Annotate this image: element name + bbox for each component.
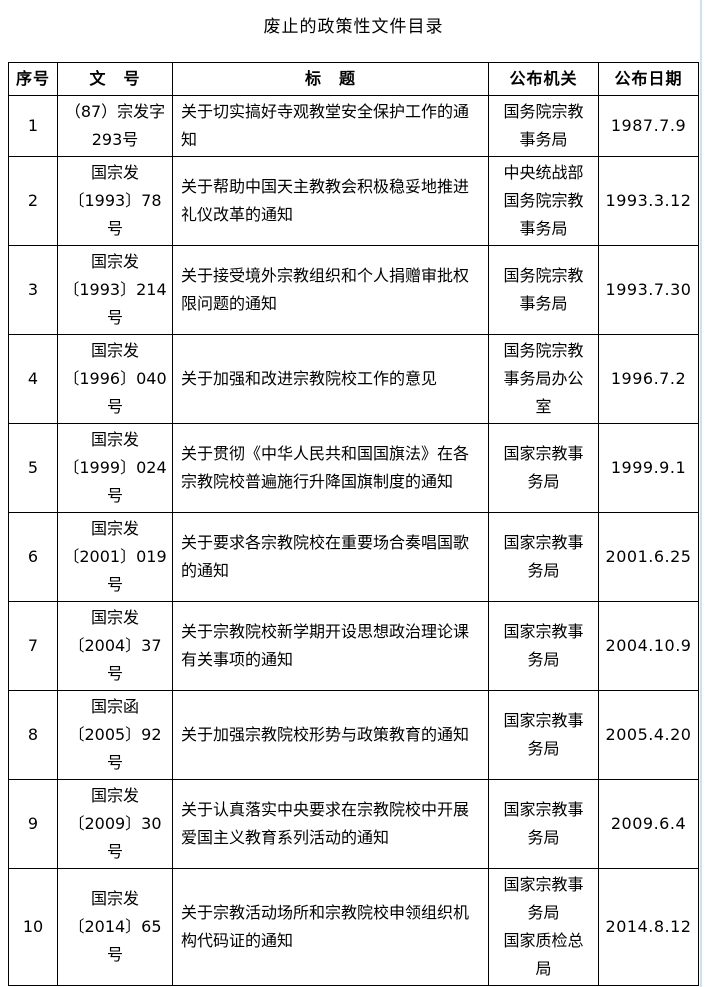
serial-number-cell: 4 (8, 334, 58, 424)
agency-cell: 国家宗教事 务局 (488, 779, 599, 869)
serial-number-cell: 5 (8, 423, 58, 513)
serial-number-cell: 9 (8, 779, 58, 869)
table-row: 5 国宗发 〔1999〕024 号 关于贯彻《中华人民共和国国旗法》在各 宗教院… (8, 423, 699, 513)
doc-number-cell: 国宗发 〔2001〕019 号 (57, 512, 173, 602)
table-row: 10 国宗发 〔2014〕65 号 关于宗教活动场所和宗教院校申领组织机 构代码… (8, 868, 699, 986)
table-body: 1 （87）宗发字 293号 关于切实搞好寺观教堂安全保护工作的通 知 国务院宗… (8, 95, 699, 986)
table-row: 7 国宗发 〔2004〕37 号 关于宗教院校新学期开设思想政治理论课 有关事项… (8, 601, 699, 691)
doc-number-cell: 国宗函 〔2005〕92 号 (57, 690, 173, 780)
table-row: 1 （87）宗发字 293号 关于切实搞好寺观教堂安全保护工作的通 知 国务院宗… (8, 95, 699, 157)
agency-cell: 国务院宗教 事务局办公 室 (488, 334, 599, 424)
header-title: 标 题 (172, 62, 489, 96)
doc-number-cell: 国宗发 〔1999〕024 号 (57, 423, 173, 513)
title-cell: 关于贯彻《中华人民共和国国旗法》在各 宗教院校普遍施行升降国旗制度的通知 (172, 423, 489, 513)
page-title: 废止的政策性文件目录 (263, 17, 444, 37)
date-cell: 2009.6.4 (598, 779, 699, 869)
title-cell: 关于认真落实中央要求在宗教院校中开展 爱国主义教育系列活动的通知 (172, 779, 489, 869)
header-doc-number: 文 号 (57, 62, 173, 96)
doc-number-cell: 国宗发 〔1993〕214 号 (57, 245, 173, 335)
agency-cell: 国家宗教事 务局 (488, 512, 599, 602)
header-issuing-agency: 公布机关 (488, 62, 599, 96)
agency-cell: 国家宗教事 务局 (488, 601, 599, 691)
page-edge-line (700, 0, 702, 987)
title-cell: 关于要求各宗教院校在重要场合奏唱国歌 的通知 (172, 512, 489, 602)
date-cell: 2014.8.12 (598, 868, 699, 986)
doc-number-cell: （87）宗发字 293号 (57, 95, 173, 157)
table-row: 2 国宗发 〔1993〕78 号 关于帮助中国天主教教会积极稳妥地推进 礼仪改革… (8, 156, 699, 246)
serial-number-cell: 2 (8, 156, 58, 246)
header-row: 序号 文 号 标 题 公布机关 公布日期 (8, 62, 699, 96)
agency-cell: 国务院宗教 事务局 (488, 95, 599, 157)
agency-cell: 国家宗教事 务局 (488, 423, 599, 513)
title-cell: 关于宗教院校新学期开设思想政治理论课 有关事项的通知 (172, 601, 489, 691)
date-cell: 1993.3.12 (598, 156, 699, 246)
abolished-documents-table: 序号 文 号 标 题 公布机关 公布日期 1 （87）宗发字 293号 关于切实… (8, 62, 699, 986)
agency-cell: 中央统战部 国务院宗教 事务局 (488, 156, 599, 246)
doc-number-cell: 国宗发 〔2014〕65 号 (57, 868, 173, 986)
date-cell: 2004.10.9 (598, 601, 699, 691)
agency-cell: 国务院宗教 事务局 (488, 245, 599, 335)
title-cell: 关于帮助中国天主教教会积极稳妥地推进 礼仪改革的通知 (172, 156, 489, 246)
doc-number-cell: 国宗发 〔2009〕30 号 (57, 779, 173, 869)
date-cell: 1987.7.9 (598, 95, 699, 157)
serial-number-cell: 6 (8, 512, 58, 602)
doc-number-cell: 国宗发 〔1996〕040 号 (57, 334, 173, 424)
table-row: 8 国宗函 〔2005〕92 号 关于加强宗教院校形势与政策教育的通知 国家宗教… (8, 690, 699, 780)
date-cell: 1993.7.30 (598, 245, 699, 335)
title-cell: 关于加强宗教院校形势与政策教育的通知 (172, 690, 489, 780)
date-cell: 2001.6.25 (598, 512, 699, 602)
table-row: 3 国宗发 〔1993〕214 号 关于接受境外宗教组织和个人捐赠审批权 限问题… (8, 245, 699, 335)
agency-cell: 国家宗教事 务局 (488, 690, 599, 780)
agency-cell: 国家宗教事 务局 国家质检总 局 (488, 868, 599, 986)
serial-number-cell: 1 (8, 95, 58, 157)
title-cell: 关于切实搞好寺观教堂安全保护工作的通 知 (172, 95, 489, 157)
date-cell: 1999.9.1 (598, 423, 699, 513)
serial-number-cell: 8 (8, 690, 58, 780)
title-cell: 关于宗教活动场所和宗教院校申领组织机 构代码证的通知 (172, 868, 489, 986)
table-row: 4 国宗发 〔1996〕040 号 关于加强和改进宗教院校工作的意见 国务院宗教… (8, 334, 699, 424)
table-row: 9 国宗发 〔2009〕30 号 关于认真落实中央要求在宗教院校中开展 爱国主义… (8, 779, 699, 869)
header-publish-date: 公布日期 (598, 62, 699, 96)
doc-number-cell: 国宗发 〔1993〕78 号 (57, 156, 173, 246)
doc-number-cell: 国宗发 〔2004〕37 号 (57, 601, 173, 691)
serial-number-cell: 10 (8, 868, 58, 986)
date-cell: 1996.7.2 (598, 334, 699, 424)
date-cell: 2005.4.20 (598, 690, 699, 780)
serial-number-cell: 3 (8, 245, 58, 335)
title-cell: 关于加强和改进宗教院校工作的意见 (172, 334, 489, 424)
title-cell: 关于接受境外宗教组织和个人捐赠审批权 限问题的通知 (172, 245, 489, 335)
table-row: 6 国宗发 〔2001〕019 号 关于要求各宗教院校在重要场合奏唱国歌 的通知… (8, 512, 699, 602)
serial-number-cell: 7 (8, 601, 58, 691)
header-serial-number: 序号 (8, 62, 58, 96)
